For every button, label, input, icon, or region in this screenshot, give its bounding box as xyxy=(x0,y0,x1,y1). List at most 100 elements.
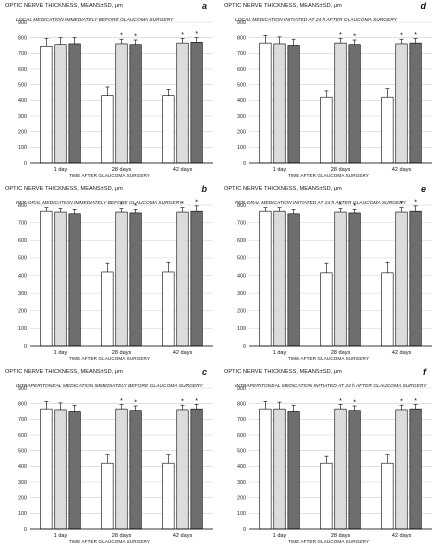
y-axis-title: OPTIC NERVE THICKNESS, MEANS±SD, μm xyxy=(224,186,342,192)
bar xyxy=(115,408,128,530)
chart-subtitle: INTRAPERITONEAL MEDICATION IMMEDIATELY B… xyxy=(16,384,203,389)
y-tick-label: 600 xyxy=(18,238,27,244)
bar xyxy=(101,95,114,164)
x-tick-label: 42 days xyxy=(173,350,193,356)
y-tick-label: 500 xyxy=(18,256,27,262)
x-axis-title: TIME AFTER GLAUCOMA SURGERY xyxy=(69,539,150,544)
bar xyxy=(68,411,81,530)
bar xyxy=(334,42,347,164)
bar xyxy=(190,210,203,347)
x-tick-label: 28 days xyxy=(331,167,351,173)
x-tick-label: 28 days xyxy=(112,533,132,539)
y-tick-label: 800 xyxy=(237,203,246,209)
bar xyxy=(129,410,142,530)
bar xyxy=(129,44,142,164)
bar xyxy=(259,408,272,530)
chart-panel-d: OPTIC NERVE THICKNESS, MEANS±SD, μm LOCA… xyxy=(219,0,438,183)
significance-marker: * xyxy=(414,199,417,206)
bar xyxy=(259,210,272,347)
y-tick-label: 600 xyxy=(18,433,27,439)
panel-letter: f xyxy=(423,367,426,377)
y-tick-label: 900 xyxy=(18,20,27,26)
x-axis-title: TIME AFTER GLAUCOMA SURGERY xyxy=(288,539,369,544)
bar xyxy=(348,212,361,347)
y-tick-label: 700 xyxy=(18,51,27,57)
bar xyxy=(176,42,189,164)
y-tick-label: 900 xyxy=(237,20,246,26)
bar xyxy=(273,43,286,164)
bar xyxy=(176,409,189,530)
y-tick-label: 800 xyxy=(18,203,27,209)
significance-marker: * xyxy=(400,399,403,406)
y-tick-label: 500 xyxy=(237,256,246,262)
x-tick-label: 1 day xyxy=(54,533,68,539)
chart-subtitle: INTRAPERITONEAL MEDICATION INITIATED AT … xyxy=(235,384,427,389)
y-axis-title: OPTIC NERVE THICKNESS, MEANS±SD, μm xyxy=(5,186,123,192)
x-tick-label: 42 days xyxy=(392,167,412,173)
bar xyxy=(273,210,286,347)
significance-marker: * xyxy=(353,203,356,210)
bar xyxy=(273,408,286,530)
y-tick-label: 100 xyxy=(18,326,27,332)
chart-subtitle: LOCAL MEDICATION IMMEDIATELY BEFORE GLAU… xyxy=(16,18,174,23)
y-tick-label: 700 xyxy=(18,417,27,423)
y-tick-label: 0 xyxy=(243,344,246,350)
y-tick-label: 100 xyxy=(18,145,27,151)
y-tick-label: 600 xyxy=(237,238,246,244)
y-tick-label: 300 xyxy=(18,480,27,486)
x-tick-label: 1 day xyxy=(54,350,68,356)
x-axis-title: TIME AFTER GLAUCOMA SURGERY xyxy=(288,356,369,361)
significance-marker: * xyxy=(120,202,123,209)
y-tick-label: 600 xyxy=(237,67,246,73)
y-axis-title: OPTIC NERVE THICKNESS, MEANS±SD, μm xyxy=(224,369,342,375)
bar xyxy=(320,462,333,530)
plot-area: 0 100 200 300 400 500 600 700 800 900 1 day * * 28 da… xyxy=(237,20,432,173)
x-tick-label: 1 day xyxy=(54,167,68,173)
bar xyxy=(381,462,394,530)
bar xyxy=(409,210,422,347)
bar xyxy=(162,462,175,530)
bar xyxy=(287,45,300,164)
y-tick-label: 500 xyxy=(237,82,246,88)
bar xyxy=(115,211,128,347)
y-tick-label: 400 xyxy=(237,464,246,470)
y-tick-label: 300 xyxy=(237,114,246,120)
y-tick-label: 800 xyxy=(18,401,27,407)
y-tick-label: 500 xyxy=(18,82,27,88)
significance-marker: * xyxy=(181,201,184,208)
y-tick-label: 100 xyxy=(18,511,27,517)
plot-area: 0 100 200 300 400 500 600 700 800 1 day * * 28 days *… xyxy=(237,199,432,356)
x-tick-label: 42 days xyxy=(392,350,412,356)
bar xyxy=(381,96,394,164)
y-tick-label: 0 xyxy=(243,161,246,167)
bar xyxy=(395,409,408,530)
significance-marker: * xyxy=(134,203,137,210)
bar xyxy=(162,271,175,347)
y-tick-label: 700 xyxy=(237,417,246,423)
y-tick-label: 700 xyxy=(237,220,246,226)
y-tick-label: 600 xyxy=(18,67,27,73)
y-tick-label: 0 xyxy=(243,527,246,533)
y-tick-label: 100 xyxy=(237,145,246,151)
x-tick-label: 28 days xyxy=(331,533,351,539)
chart-subtitle: PER-ORAL MEDICATION INITIATED AT 24 h AF… xyxy=(235,201,406,206)
y-tick-label: 200 xyxy=(237,309,246,315)
x-tick-label: 42 days xyxy=(173,533,193,539)
significance-marker: * xyxy=(339,398,342,405)
y-tick-label: 600 xyxy=(237,433,246,439)
chart-subtitle: PER-ORAL MEDICATION IMMEDIATELY BEFORE G… xyxy=(16,201,183,206)
y-tick-label: 700 xyxy=(18,220,27,226)
y-tick-label: 700 xyxy=(237,51,246,57)
bar xyxy=(101,462,114,530)
y-tick-label: 200 xyxy=(237,495,246,501)
plot-area: 0 100 200 300 400 500 600 700 800 900 1 day * * 28 da… xyxy=(18,386,213,539)
y-axis-title: OPTIC NERVE THICKNESS, MEANS±SD, μm xyxy=(5,3,123,9)
y-tick-label: 800 xyxy=(237,35,246,41)
bar xyxy=(334,211,347,347)
chart-panel-e: OPTIC NERVE THICKNESS, MEANS±SD, μm PER-… xyxy=(219,183,438,366)
bar xyxy=(54,211,67,347)
x-tick-label: 28 days xyxy=(112,167,132,173)
significance-marker: * xyxy=(195,398,198,405)
bar xyxy=(348,410,361,530)
